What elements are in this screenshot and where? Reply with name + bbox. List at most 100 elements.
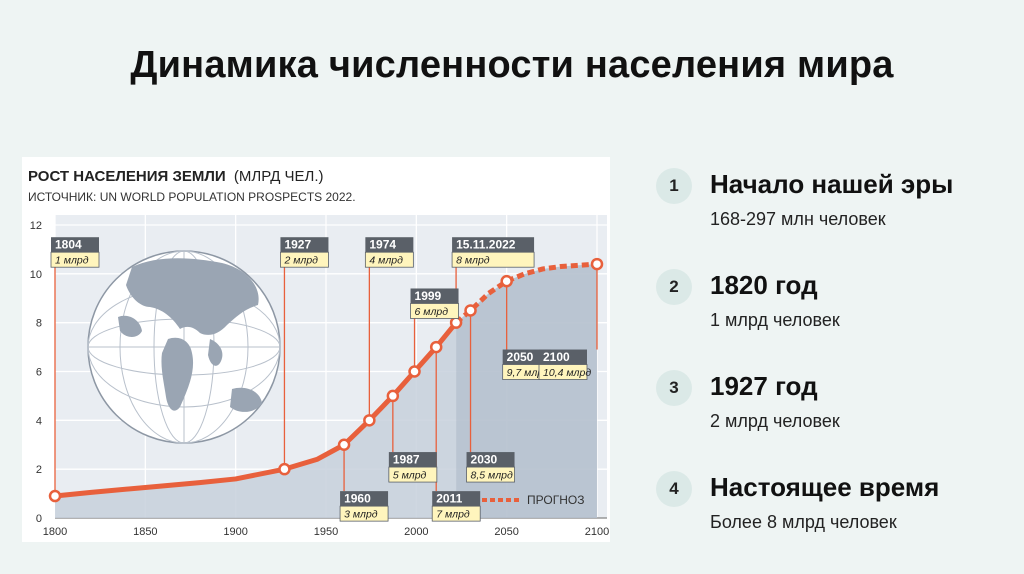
annotation-value-box xyxy=(410,303,459,319)
annotation-label: 1999 6 млрд xyxy=(410,288,459,319)
annotation-value-box xyxy=(538,364,588,380)
annotation-value-box xyxy=(364,251,414,268)
annotation-year: 1987 xyxy=(393,453,420,467)
annotation-value: 8,5 млрд xyxy=(471,470,513,482)
fact-title: 1927 год xyxy=(710,371,818,401)
fact-number: 3 xyxy=(656,370,692,406)
forecast-legend-label: ПРОГНОЗ xyxy=(527,493,584,507)
annotation-year: 1960 xyxy=(344,492,371,506)
annotation-label: 2011 7 млрд xyxy=(431,491,481,522)
annotation-year-box xyxy=(365,237,414,253)
y-tick-label: 2 xyxy=(36,464,42,476)
annotation-value-box xyxy=(466,466,515,483)
annotation-year: 2050 xyxy=(507,350,534,364)
y-axis-ticks: 0 2 4 6 8 10 12 xyxy=(30,220,42,525)
annotation-value: 10,4 млрд xyxy=(543,367,591,379)
chart-title-unit: (МЛРД ЧЕЛ.) xyxy=(234,168,324,185)
annotation-year-box xyxy=(539,349,587,365)
annotation-value: 6 млрд xyxy=(415,306,449,318)
annotation-year-box xyxy=(410,288,459,304)
fact-description: Более 8 млрд человек xyxy=(710,512,897,532)
x-tick-label: 1850 xyxy=(133,526,157,538)
annotation-year: 1927 xyxy=(284,238,311,252)
annotation-label: 1804 1 млрд xyxy=(50,237,100,268)
data-point xyxy=(337,438,351,451)
forecast-legend: ПРОГНОЗ xyxy=(482,493,584,507)
annotation-value-box xyxy=(431,505,481,522)
population-chart: РОСТ НАСЕЛЕНИЯ ЗЕМЛИ (МЛРД ЧЕЛ.) ИСТОЧНИ… xyxy=(22,157,610,542)
annotation-label: 2030 8,5 млрд xyxy=(466,452,515,483)
annotation-label: 2100 10,4 млрд xyxy=(538,349,591,380)
fact-item-3: 3 1927 год 2 млрд человек xyxy=(656,368,1016,448)
y-tick-label: 6 xyxy=(36,367,42,379)
annotation-year: 2100 xyxy=(543,350,570,364)
annotation-label: 1927 2 млрд xyxy=(280,237,329,268)
data-point xyxy=(464,304,477,317)
annotation-year: 1999 xyxy=(415,289,442,303)
annotation-value: 1 млрд xyxy=(55,255,89,267)
y-tick-label: 4 xyxy=(36,415,42,427)
annotation-year-box xyxy=(466,452,515,468)
y-tick-label: 0 xyxy=(36,513,42,525)
data-point xyxy=(590,257,604,271)
fact-number: 1 xyxy=(656,168,692,204)
annotation-year-box xyxy=(280,237,329,253)
x-tick-label: 2100 xyxy=(585,526,609,538)
annotation-value: 9,7 млрд xyxy=(507,367,549,379)
fact-title: Начало нашей эры xyxy=(710,169,954,199)
annotation-year: 2011 xyxy=(436,492,462,506)
annotation-value: 8 млрд xyxy=(456,255,490,267)
data-point xyxy=(386,389,400,403)
annotation-value: 4 млрд xyxy=(369,255,403,267)
annotation-year-box xyxy=(432,491,481,507)
fact-item-1: 1 Начало нашей эры 168-297 млн человек xyxy=(656,166,1016,246)
annotation-year: 1974 xyxy=(369,238,396,252)
data-point xyxy=(429,340,443,354)
fact-description: 2 млрд человек xyxy=(710,411,840,431)
y-tick-label: 8 xyxy=(36,318,42,330)
fact-title: 1820 год xyxy=(710,270,818,300)
fact-item-4: 4 Настоящее время Более 8 млрд человек xyxy=(656,469,1016,549)
annotation-value-box xyxy=(388,466,438,483)
annotation-label: 1987 5 млрд xyxy=(388,452,438,483)
annotation-value-box xyxy=(280,251,329,268)
fact-description: 1 млрд человек xyxy=(710,310,840,330)
x-tick-label: 1900 xyxy=(223,526,247,538)
annotation-year: 15.11.2022 xyxy=(456,238,516,252)
annotation-labels: 1804 1 млрд 1927 2 млрд 1974 4 млрд 15.11.2022… xyxy=(50,237,591,522)
data-point xyxy=(449,316,463,329)
y-tick-label: 12 xyxy=(30,220,42,232)
annotation-value: 3 млрд xyxy=(344,509,378,521)
chart-title: РОСТ НАСЕЛЕНИЯ ЗЕМЛИ (МЛРД ЧЕЛ.) xyxy=(28,168,324,185)
annotation-stems xyxy=(54,264,598,497)
y-tick-label: 10 xyxy=(30,269,42,281)
annotation-year: 2030 xyxy=(471,453,498,467)
fact-title: Настоящее время xyxy=(710,472,940,502)
data-point xyxy=(500,274,513,288)
annotation-value-box xyxy=(50,251,100,268)
globe-illustration xyxy=(87,250,281,444)
fact-number: 2 xyxy=(656,269,692,305)
annotation-label: 15.11.2022 8 млрд xyxy=(451,237,535,268)
chart-title-main: РОСТ НАСЕЛЕНИЯ ЗЕМЛИ xyxy=(28,168,226,185)
annotation-value-box xyxy=(451,251,535,268)
annotation-value: 5 млрд xyxy=(393,470,427,482)
x-tick-label: 1950 xyxy=(314,526,338,538)
x-tick-label: 1800 xyxy=(43,526,67,538)
annotation-year-box xyxy=(340,491,389,507)
x-tick-label: 2050 xyxy=(494,526,518,538)
forecast-line xyxy=(454,261,598,325)
chart-source: ИСТОЧНИК: UN WORLD POPULATION PROSPECTS … xyxy=(28,190,356,204)
chart-svg: РОСТ НАСЕЛЕНИЯ ЗЕМЛИ (МЛРД ЧЕЛ.) ИСТОЧНИ… xyxy=(22,157,610,542)
data-point xyxy=(363,414,376,427)
annotation-value: 7 млрд xyxy=(436,509,470,521)
annotation-label: 1974 4 млрд xyxy=(364,237,414,268)
fact-description: 168-297 млн человек xyxy=(710,209,886,229)
x-tick-label: 2000 xyxy=(404,526,428,538)
data-point xyxy=(408,365,421,378)
annotation-year-box xyxy=(502,349,551,365)
data-point xyxy=(278,462,291,476)
annotation-label: 1960 3 млрд xyxy=(339,491,389,522)
annotation-year-box xyxy=(388,452,437,468)
annotation-value-box xyxy=(339,505,389,522)
